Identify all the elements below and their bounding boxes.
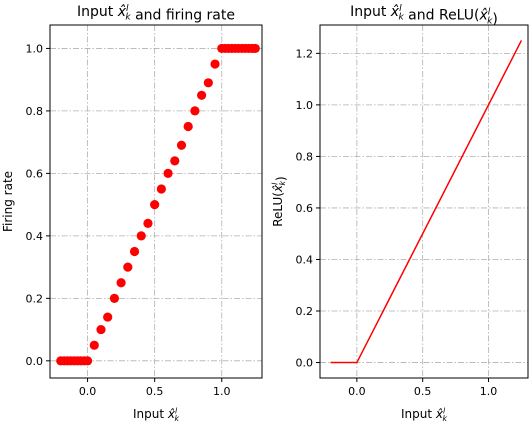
firing-rate-point xyxy=(176,140,187,150)
firing-ytick-label: 0.6 xyxy=(26,167,44,180)
firing-chart-title: Input x̂l k and firing rate xyxy=(77,4,235,24)
firing-rate-point xyxy=(197,90,207,100)
relu-xtick-label: 0.5 xyxy=(414,385,432,398)
relu-ytick-label: 0.2 xyxy=(296,305,314,318)
firing-xtick-label: 0.5 xyxy=(146,385,164,398)
firing-ytick-label: 0.2 xyxy=(26,292,44,305)
firing-rate-point xyxy=(163,168,173,178)
firing-rate-point xyxy=(210,59,220,69)
firing-y-axis-label: Firing rate xyxy=(1,171,15,232)
firing-x-axis-label: Input x̂l k xyxy=(133,407,179,423)
relu-ytick-label: 0.6 xyxy=(296,202,314,215)
relu-y-axis-label: ReLU(x̂lk) xyxy=(271,176,288,226)
firing-rate-point xyxy=(136,231,146,241)
relu-xtick-label: 0.0 xyxy=(348,385,366,398)
relu-axes-frame xyxy=(319,24,529,379)
firing-xtick-label: 1.0 xyxy=(213,385,231,398)
relu-x-axis-label: Input x̂l k xyxy=(401,407,447,423)
relu-ytick-label: 0.0 xyxy=(296,357,314,370)
relu-ytick-label: 0.4 xyxy=(296,253,314,266)
firing-ytick-label: 0.8 xyxy=(26,105,44,118)
firing-rate-point xyxy=(116,278,126,288)
firing-axes-frame xyxy=(49,24,263,379)
relu-ytick-label: 1.0 xyxy=(296,99,314,112)
firing-rate-point xyxy=(183,121,193,132)
relu-xtick-label: 1.0 xyxy=(480,385,498,398)
firing-rate-point xyxy=(123,262,133,272)
firing-ytick-label: 0.4 xyxy=(26,230,44,243)
relu-chart-title: Input x̂l k and ReLU(x̂l k) xyxy=(350,4,498,27)
firing-rate-point xyxy=(82,356,93,366)
relu-line xyxy=(330,40,523,364)
firing-rate-point xyxy=(96,324,106,335)
firing-rate-point xyxy=(170,156,180,166)
firing-rate-point xyxy=(150,200,160,210)
firing-rate-point xyxy=(103,312,113,322)
firing-rate-point xyxy=(190,106,200,116)
firing-rate-panel: 0.0 0.5 1.0 0.0 0.2 0.4 0.6 0.8 1.0 Input x̂l k an… xyxy=(1,4,263,423)
firing-rate-point xyxy=(129,246,140,257)
relu-panel: 0.0 0.5 1.0 0.0 0.2 0.4 0.6 0.8 1.0 1.2 Input x̂l k… xyxy=(271,4,529,423)
relu-ytick-label: 0.8 xyxy=(296,150,314,163)
firing-rate-point xyxy=(89,340,99,350)
firing-rate-point xyxy=(109,293,120,303)
firing-rate-point xyxy=(250,43,260,54)
firing-xtick-label: 0.0 xyxy=(79,385,97,398)
firing-rate-point xyxy=(143,218,153,228)
relu-ytick-label: 1.2 xyxy=(296,47,314,60)
firing-ytick-label: 0.0 xyxy=(26,355,44,368)
firing-ytick-label: 1.0 xyxy=(26,42,44,55)
firing-rate-point xyxy=(156,184,166,194)
firing-rate-point xyxy=(203,78,213,88)
